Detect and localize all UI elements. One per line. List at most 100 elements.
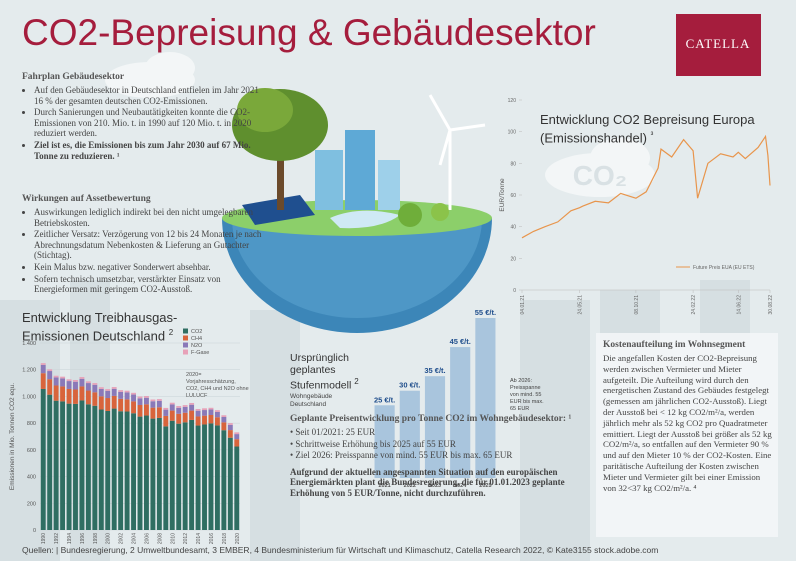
bar-segment	[163, 407, 169, 410]
bar-segment	[40, 363, 46, 365]
bar-segment	[208, 423, 214, 530]
bar-segment	[98, 396, 104, 410]
bar-segment	[137, 416, 143, 530]
bar-segment	[79, 400, 85, 530]
bar-segment	[131, 392, 136, 395]
bar-segment	[176, 413, 182, 424]
annotation: 2020= Vorjahresschätzung, CO2, CH4 und N…	[186, 372, 249, 399]
bar-segment	[73, 389, 78, 404]
title-text: Ursprünglich geplantes Stufenmodell	[290, 352, 352, 392]
bar-segment	[137, 398, 143, 405]
bar-segment	[98, 409, 104, 530]
bar-segment	[221, 415, 227, 417]
title: CO2-Bepreisung & Gebäudesektor	[22, 12, 596, 53]
bar-segment	[144, 396, 149, 398]
bar-segment	[150, 407, 156, 419]
line	[521, 134, 771, 239]
bar-segment	[150, 418, 156, 530]
subtitle: Wohngebäude Deutschland	[290, 393, 333, 408]
x-tick-label: 30.08.22	[768, 295, 774, 315]
y-tick-label: 400	[27, 475, 36, 481]
bar-segment	[92, 384, 98, 393]
chart-title: Entwicklung Treibhausgas-Emissionen Deut…	[22, 310, 192, 343]
legend-label: F-Gase	[191, 350, 209, 356]
x-tick-label: 2014	[196, 533, 202, 544]
x-tick-label: 2025	[479, 483, 491, 489]
y-tick-label: 600	[27, 448, 36, 454]
item: Auf den Gebäudesektor in Deutschland ent…	[34, 85, 270, 106]
bar-segment	[189, 402, 195, 405]
bar-segment	[156, 399, 162, 401]
chart-title: Entwicklung CO2 Bepreisung Europa (Emiss…	[540, 112, 780, 145]
legend-label: CO2	[191, 329, 202, 335]
y-tick-label: 1.400	[22, 341, 36, 347]
bar-segment	[176, 407, 182, 414]
bar-segment	[144, 397, 149, 405]
bar-segment	[156, 400, 162, 408]
bar-segment	[189, 404, 195, 411]
bar-segment	[66, 403, 72, 530]
bar-segment	[79, 377, 85, 379]
y-tick-label: 800	[27, 421, 36, 427]
item-text: Schrittweise Erhöhung bis 2025 auf 55 EU…	[295, 438, 456, 449]
y-tick-label: 1.200	[22, 368, 36, 374]
bar-segment	[66, 379, 72, 382]
bar-segment	[60, 376, 66, 379]
footnote: 2	[354, 377, 359, 386]
y-tick-label: 200	[27, 501, 36, 507]
bar-segment	[221, 422, 227, 431]
bar	[450, 347, 471, 478]
bar-segment	[221, 416, 227, 423]
bar-segment	[124, 411, 130, 530]
bar-segment	[182, 405, 188, 407]
y-tick-label: 40	[510, 225, 516, 231]
bar-segment	[124, 399, 130, 412]
text: Die angefallen Kosten der CO2-Bepreisung…	[603, 353, 772, 493]
bar-segment	[73, 379, 78, 382]
heading: Wirkungen auf Assetbewertung	[22, 194, 151, 204]
cost-panel	[596, 333, 778, 537]
y-tick-label: 1.000	[22, 394, 36, 400]
value-label: 35 €/t.	[424, 366, 445, 375]
bar-segment	[40, 364, 46, 374]
x-tick-label: 2016	[209, 533, 215, 544]
bar-segment	[202, 410, 207, 416]
x-tick-label: 2002	[119, 533, 125, 544]
bar-segment	[202, 424, 207, 530]
bar-segment	[47, 371, 53, 380]
bar-segment	[227, 437, 233, 530]
item: Auswirkungen lediglich indirekt bei den …	[34, 207, 270, 228]
logo-box	[676, 14, 761, 76]
heading: Kostenaufteilung im Wohnsegment	[603, 340, 746, 350]
bar-segment	[169, 402, 175, 405]
x-tick-label: 24.02.22	[691, 295, 697, 315]
note: Aufgrund der aktuellen angespannten Situ…	[290, 466, 565, 498]
chart-title: Ursprünglich geplantes Stufenmodell 2	[290, 352, 370, 392]
item-text: Ziel 2026: Preisspanne von mind. 55 EUR …	[295, 450, 513, 461]
x-tick-label: 2018	[222, 533, 228, 544]
bar-segment	[60, 401, 66, 530]
bar-segment	[195, 408, 201, 411]
x-tick-label: 1992	[54, 533, 60, 544]
bar-segment	[131, 394, 136, 402]
bar-segment	[66, 388, 72, 404]
bar-segment	[208, 407, 214, 410]
bar-segment	[163, 409, 169, 416]
list: • Seit 01/2021: 25 EUR • Schrittweise Er…	[290, 427, 590, 461]
value-label: 30 €/t.	[399, 381, 420, 390]
x-tick-label: 2020	[235, 533, 241, 544]
bar-segment	[137, 404, 143, 417]
bar-segment	[85, 404, 91, 530]
bar-segment	[40, 388, 46, 530]
bar-segment	[169, 410, 175, 421]
bar-segment	[131, 401, 136, 414]
y-tick-label: 60	[510, 193, 516, 199]
bar-segment	[195, 410, 201, 417]
footnote: ³	[650, 130, 654, 139]
bar-segment	[105, 410, 111, 530]
item: • Schrittweise Erhöhung bis 2025 auf 55 …	[290, 438, 456, 449]
bar	[475, 318, 496, 478]
x-tick-label: 04.01.21	[520, 295, 526, 315]
